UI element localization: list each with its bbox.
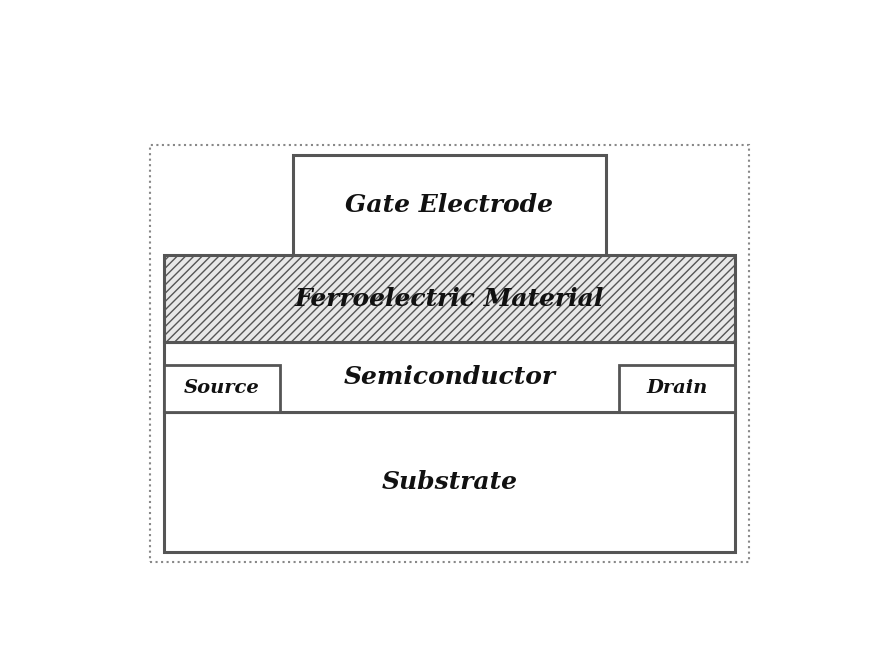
Bar: [164, 412, 735, 552]
Bar: [151, 145, 749, 562]
Bar: [164, 365, 280, 412]
Bar: [619, 365, 735, 412]
Text: Drain: Drain: [646, 379, 708, 397]
Bar: [164, 342, 735, 412]
Bar: [164, 255, 735, 342]
Text: Substrate: Substrate: [381, 470, 517, 494]
Text: Gate Electrode: Gate Electrode: [346, 193, 553, 217]
Bar: [293, 155, 606, 255]
Text: Ferroelectric Material: Ferroelectric Material: [295, 286, 604, 310]
Text: Semiconductor: Semiconductor: [344, 365, 555, 389]
Text: Source: Source: [184, 379, 260, 397]
